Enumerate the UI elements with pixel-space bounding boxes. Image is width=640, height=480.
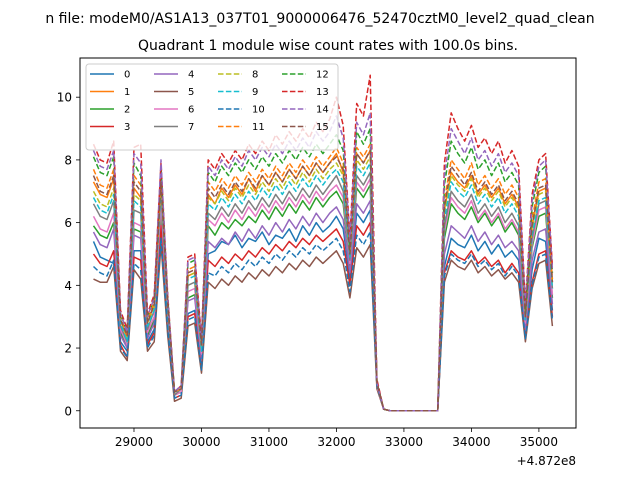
series-line-15 — [92, 149, 554, 412]
y-tick-label: 0 — [64, 404, 72, 418]
legend-label-14: 14 — [316, 105, 329, 116]
x-tick-label: 29000 — [115, 435, 153, 449]
plot-frame — [79, 57, 577, 429]
legend-label-9: 9 — [252, 87, 258, 98]
x-tick-label: 32000 — [317, 435, 355, 449]
y-tick-label: 8 — [64, 153, 72, 167]
y-axis: 0 2 4 6 8 10 — [57, 91, 80, 418]
legend-label-15: 15 — [316, 122, 329, 133]
legend-label-7: 7 — [188, 122, 194, 133]
x-tick-label: 34000 — [452, 435, 490, 449]
y-tick-label: 10 — [57, 91, 72, 105]
x-tick-label: 35000 — [520, 435, 558, 449]
legend-label-8: 8 — [252, 70, 258, 81]
legend-label-2: 2 — [124, 105, 130, 116]
legend-label-12: 12 — [316, 70, 329, 81]
series-layer — [92, 74, 554, 412]
suptitle: n file: modeM0/AS1A13_037T01_9000006476_… — [45, 11, 594, 27]
legend-label-11: 11 — [252, 122, 265, 133]
legend-label-6: 6 — [188, 105, 194, 116]
x-offset-label: +4.872e8 — [517, 454, 576, 468]
y-tick-label: 6 — [64, 216, 72, 230]
x-tick-label: 31000 — [250, 435, 288, 449]
x-axis: 29000 30000 31000 32000 33000 34000 35000 — [115, 428, 558, 449]
legend-label-13: 13 — [316, 87, 329, 98]
legend-label-5: 5 — [188, 87, 194, 98]
legend-label-0: 0 — [124, 70, 130, 81]
series-line-10 — [92, 231, 554, 412]
legend-label-3: 3 — [124, 122, 130, 133]
legend-frame — [85, 63, 339, 151]
x-tick-label: 30000 — [182, 435, 220, 449]
chart-title: Quadrant 1 module wise count rates with … — [138, 38, 518, 54]
x-tick-label: 33000 — [385, 435, 423, 449]
legend-label-1: 1 — [124, 87, 130, 98]
series-line-8 — [92, 156, 554, 412]
y-tick-label: 2 — [64, 342, 72, 356]
legend-label-4: 4 — [188, 70, 194, 81]
legend-label-10: 10 — [252, 105, 265, 116]
y-tick-label: 4 — [64, 279, 72, 293]
